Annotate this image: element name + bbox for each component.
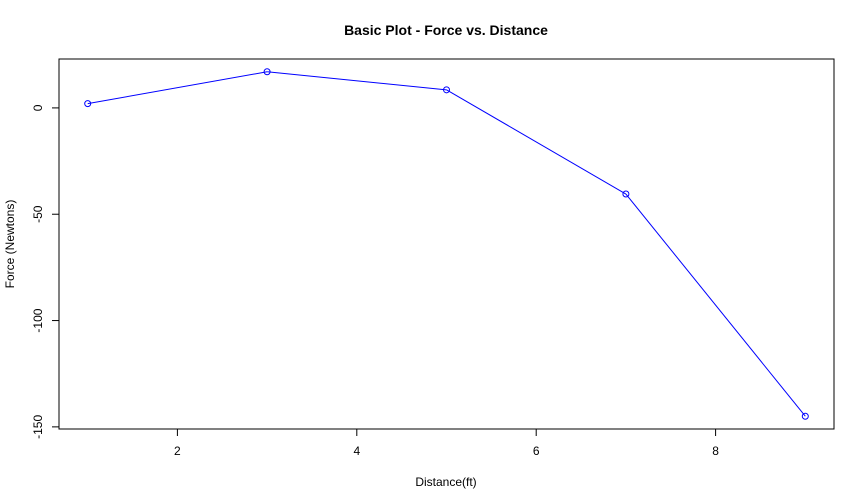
- y-tick-label-3: -150: [31, 415, 45, 439]
- x-tick-label-6: 6: [533, 444, 540, 458]
- data-point-1: [84, 100, 92, 108]
- data-point-4: [622, 190, 630, 198]
- y-axis: 0 -50 -100 -150: [31, 104, 59, 439]
- series-line-segment-4: [625, 193, 806, 417]
- plot-frame: [58, 58, 835, 430]
- x-axis-label: Distance(ft): [415, 475, 476, 489]
- data-point-3: [443, 86, 450, 94]
- x-tick-label-8: 8: [712, 444, 719, 458]
- series-line-segment-3: [446, 89, 627, 195]
- x-tick-label-2: 2: [174, 444, 181, 458]
- series-line-segment-2: [267, 71, 447, 91]
- x-axis: 2 4 6 8: [174, 429, 719, 458]
- data-point-2: [263, 68, 271, 76]
- y-axis-label: Force (Newtons): [3, 200, 17, 289]
- data-point-5: [801, 412, 809, 420]
- chart-title: Basic Plot - Force vs. Distance: [344, 22, 548, 38]
- series-layer: [84, 68, 809, 420]
- y-tick-label-0: 0: [31, 104, 45, 111]
- x-tick-label-4: 4: [353, 444, 360, 458]
- y-tick-label-1: -50: [31, 205, 45, 223]
- y-tick-label-2: -100: [31, 308, 45, 332]
- series-line-segment-1: [87, 71, 268, 105]
